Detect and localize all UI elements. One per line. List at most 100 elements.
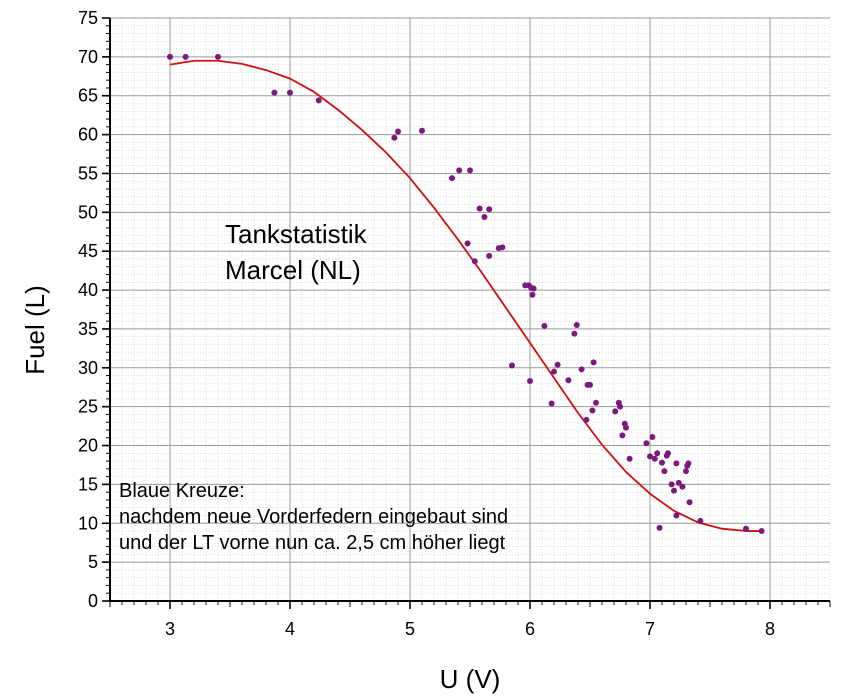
data-point bbox=[471, 258, 478, 265]
x-tick-label: 8 bbox=[765, 619, 775, 639]
data-point bbox=[617, 403, 623, 410]
data-point bbox=[476, 205, 483, 212]
y-tick-label: 25 bbox=[78, 397, 98, 417]
data-point bbox=[643, 440, 650, 447]
y-tick-label: 30 bbox=[78, 358, 98, 378]
data-point bbox=[656, 524, 663, 531]
y-tick-label: 0 bbox=[88, 591, 98, 611]
data-point bbox=[673, 512, 680, 519]
data-point bbox=[481, 213, 488, 220]
data-point bbox=[679, 483, 686, 490]
data-point bbox=[589, 407, 596, 414]
minor-grid bbox=[109, 17, 831, 602]
x-tick-label: 4 bbox=[285, 619, 295, 639]
y-tick-label: 15 bbox=[78, 474, 98, 494]
data-point bbox=[661, 468, 668, 475]
data-point bbox=[623, 424, 629, 431]
data-point bbox=[499, 244, 506, 251]
y-tick-label: 45 bbox=[78, 241, 98, 261]
data-point bbox=[449, 175, 455, 182]
y-tick-label: 50 bbox=[78, 202, 98, 222]
data-point bbox=[673, 460, 680, 467]
data-point bbox=[395, 128, 401, 135]
data-point bbox=[391, 134, 398, 141]
data-point bbox=[541, 322, 548, 329]
x-tick-label: 6 bbox=[525, 619, 535, 639]
x-tick-label: 3 bbox=[165, 619, 175, 639]
y-tick-label: 65 bbox=[78, 86, 98, 106]
y-tick-label: 20 bbox=[78, 436, 98, 456]
data-point bbox=[551, 368, 557, 375]
data-point bbox=[565, 377, 572, 384]
data-point bbox=[671, 487, 677, 494]
data-point bbox=[675, 479, 682, 486]
data-point bbox=[583, 416, 590, 423]
data-point bbox=[626, 455, 633, 462]
data-point bbox=[456, 167, 463, 174]
y-tick-label: 10 bbox=[78, 513, 98, 533]
x-tick-label: 7 bbox=[645, 619, 655, 639]
data-point bbox=[530, 285, 537, 292]
data-point bbox=[649, 433, 656, 440]
data-point bbox=[167, 53, 173, 60]
y-tick-label: 35 bbox=[78, 319, 98, 339]
data-point bbox=[527, 378, 533, 385]
fit-line-layer bbox=[169, 59, 764, 532]
data-point bbox=[215, 53, 221, 60]
x-axis-title: U (V) bbox=[440, 664, 501, 694]
major-grid bbox=[110, 17, 830, 602]
title-line-2: Marcel (NL) bbox=[225, 255, 361, 285]
note-line-3: und der LT vorne nun ca. 2,5 cm höher li… bbox=[119, 532, 506, 554]
data-point bbox=[590, 359, 597, 366]
data-point bbox=[665, 450, 671, 457]
data-point bbox=[467, 167, 473, 174]
data-point bbox=[554, 361, 561, 368]
data-point bbox=[587, 381, 593, 388]
data-point bbox=[486, 206, 493, 213]
data-point bbox=[419, 127, 425, 134]
data-point bbox=[573, 322, 580, 329]
y-tick-label: 60 bbox=[78, 125, 98, 145]
data-point bbox=[685, 460, 692, 467]
data-point bbox=[647, 453, 653, 460]
y-tick-label: 40 bbox=[78, 280, 98, 300]
data-point bbox=[315, 97, 322, 104]
title-line-1: Tankstatistik bbox=[225, 219, 367, 249]
data-point bbox=[509, 362, 515, 369]
data-point bbox=[659, 459, 665, 466]
y-axis-title: Fuel (L) bbox=[20, 285, 50, 375]
fit-line bbox=[169, 59, 764, 532]
data-point bbox=[571, 330, 578, 337]
data-point bbox=[619, 432, 626, 439]
data-point bbox=[651, 455, 658, 462]
data-point bbox=[743, 525, 749, 532]
y-tick-label: 55 bbox=[78, 163, 98, 183]
y-tick-label: 75 bbox=[78, 8, 98, 28]
note-line-1: Blaue Kreuze: bbox=[119, 480, 245, 502]
x-tick-label: 5 bbox=[405, 619, 415, 639]
data-point bbox=[668, 481, 675, 488]
y-tick-label: 70 bbox=[78, 47, 98, 67]
data-point bbox=[697, 517, 704, 524]
axis-ticks bbox=[102, 17, 831, 609]
data-point bbox=[578, 366, 585, 373]
note-line-2: nachdem neue Vorderfedern eingebaut sind bbox=[119, 506, 509, 528]
data-point bbox=[758, 528, 765, 535]
data-point bbox=[529, 291, 536, 298]
data-points-layer bbox=[167, 53, 765, 535]
legend-note-annotation: Blaue Kreuze: nachdem neue Vorderfedern … bbox=[119, 478, 508, 556]
data-point bbox=[287, 89, 293, 96]
chart-title-annotation: Tankstatistik Marcel (NL) bbox=[225, 216, 367, 288]
data-point bbox=[654, 450, 661, 457]
data-point bbox=[683, 468, 689, 475]
data-point bbox=[464, 240, 471, 247]
data-point bbox=[593, 399, 599, 406]
data-point bbox=[182, 53, 189, 60]
data-point bbox=[612, 408, 619, 415]
data-point bbox=[686, 499, 693, 506]
data-point bbox=[548, 400, 555, 407]
data-point bbox=[486, 252, 493, 259]
data-point bbox=[271, 89, 278, 96]
